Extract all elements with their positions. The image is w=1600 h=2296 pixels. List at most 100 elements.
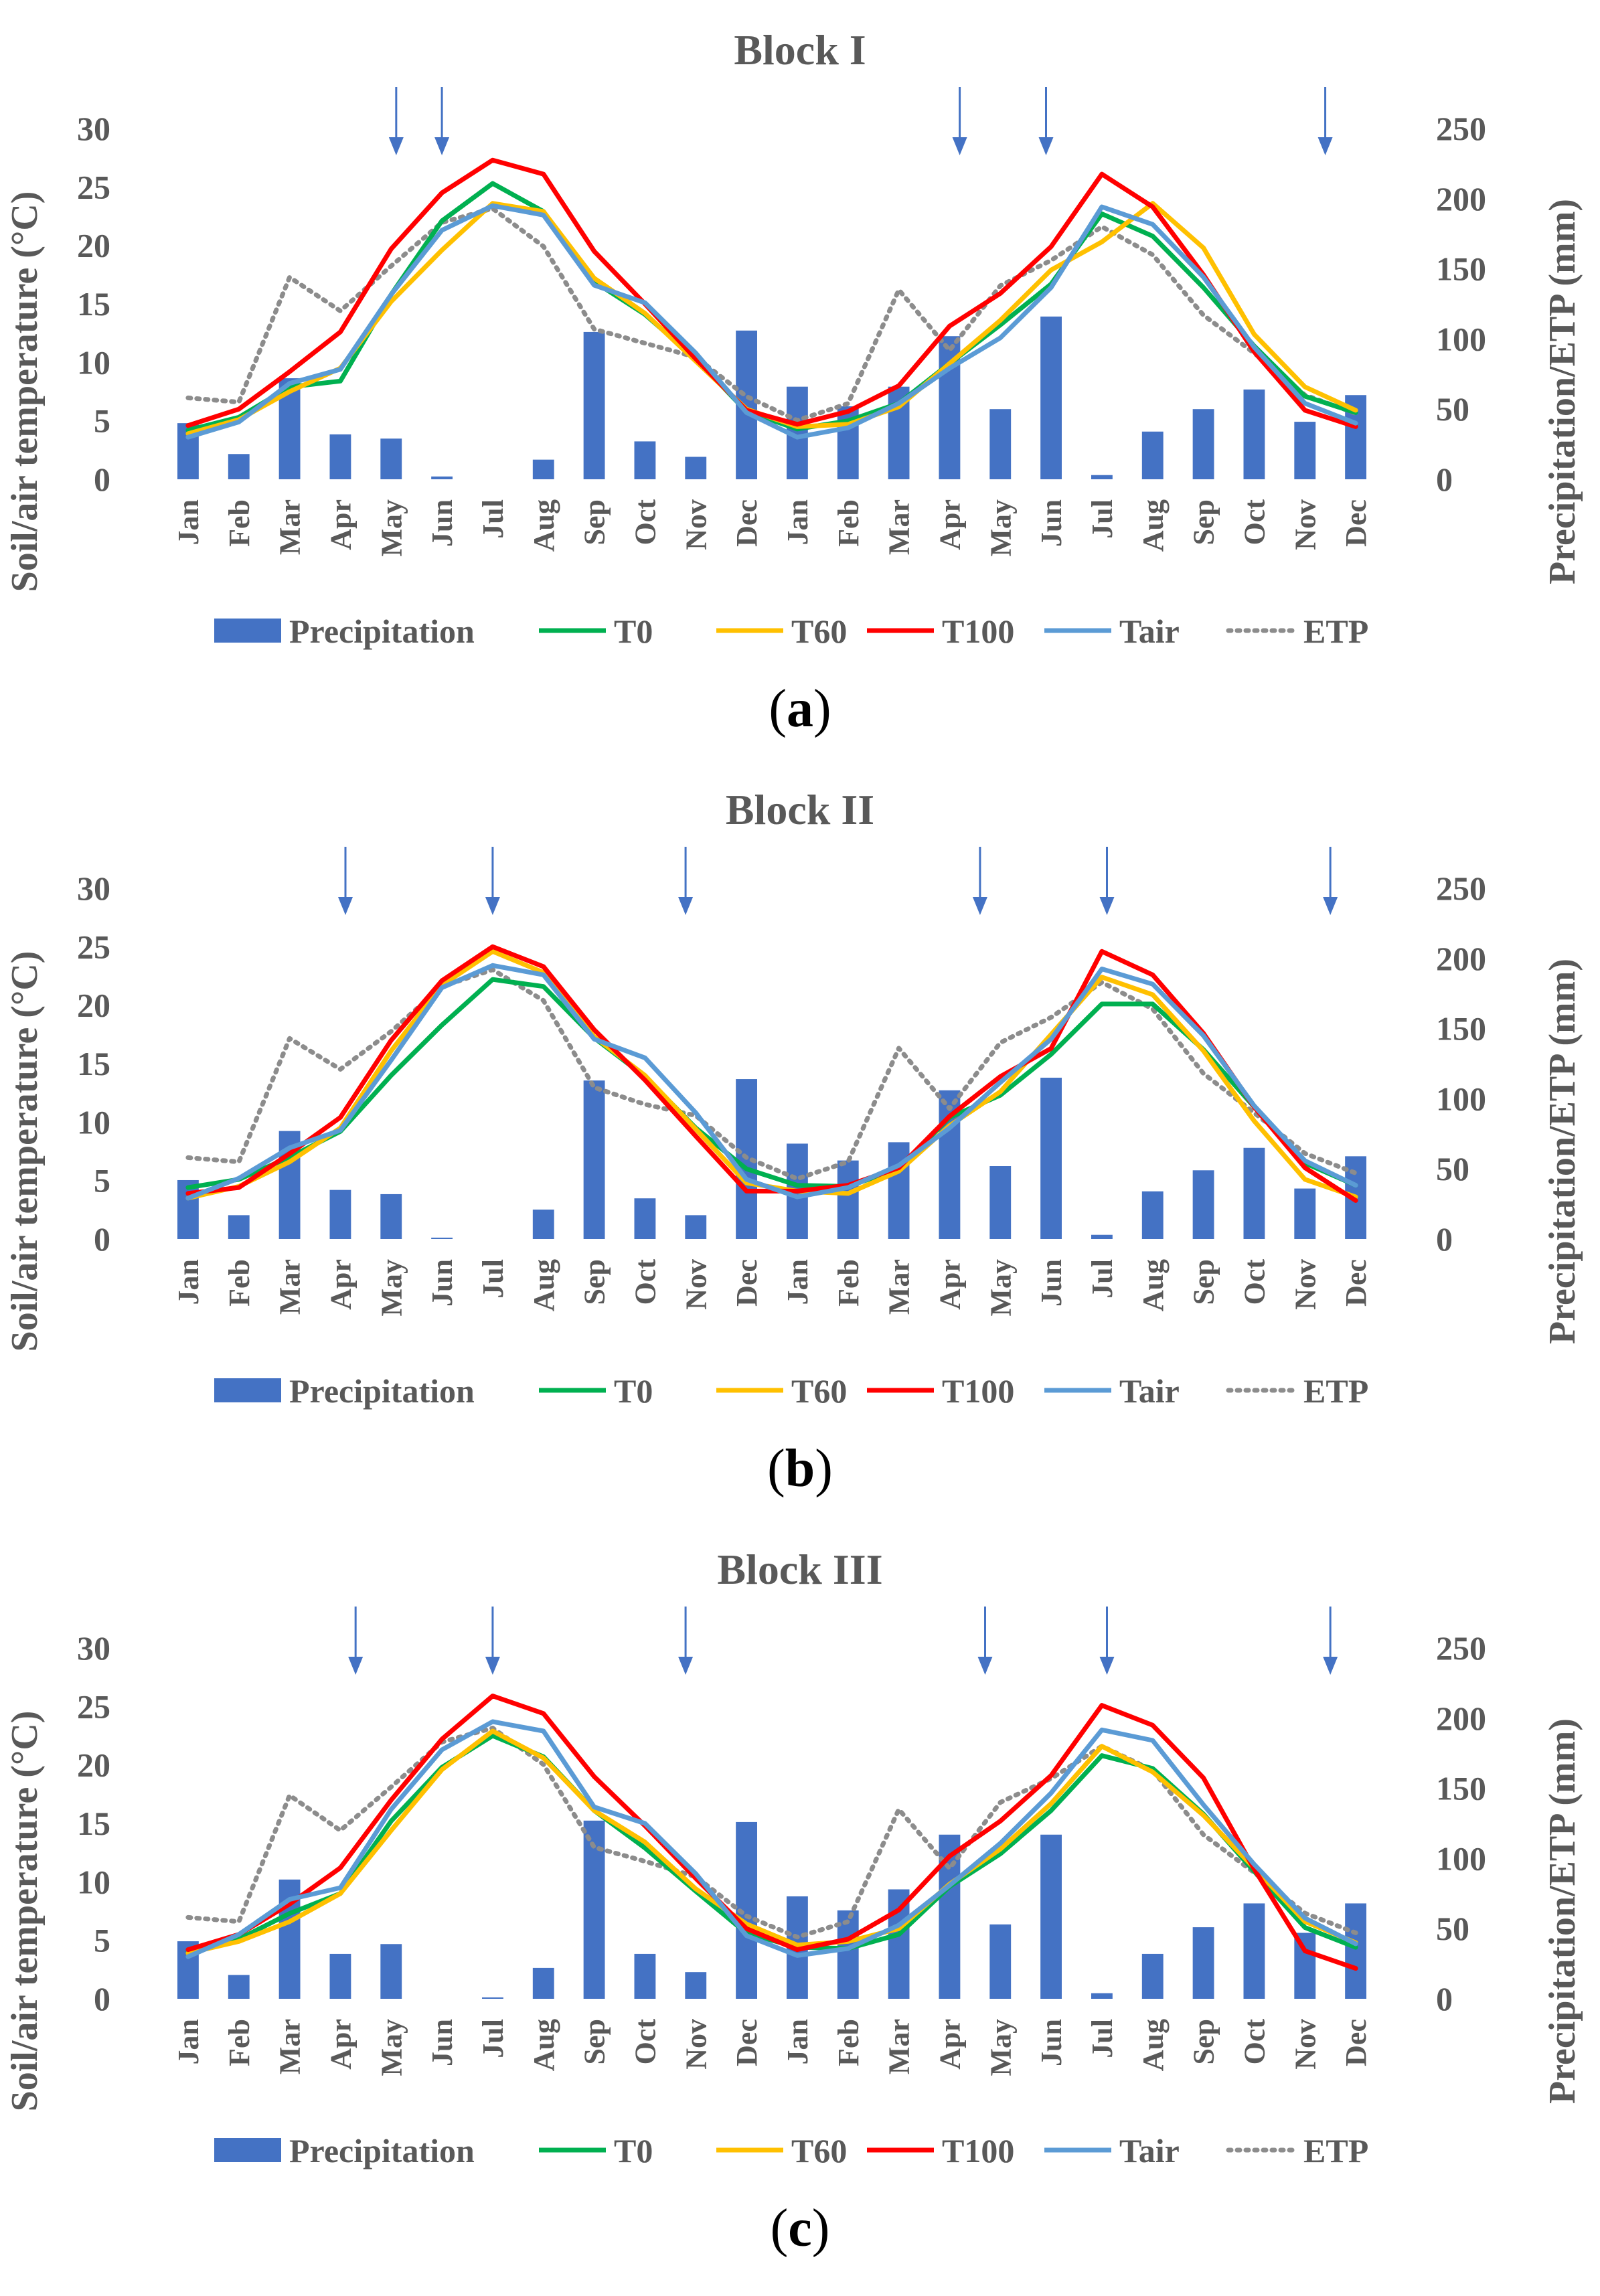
legend-label: ETP [1303,1372,1368,1410]
arrow-head [485,1657,500,1675]
caption-open: ( [769,679,787,738]
precipitation-bar [583,1080,605,1239]
x-tick-label: Nov [679,2019,712,2070]
legend: Precipitation T0 T60 T100 Tair ETP [214,612,1368,650]
precipitation-bar [380,1194,402,1239]
x-tick-label: May [375,499,408,557]
x-tick-label: Mar [883,499,916,555]
legend-label: Precipitation [289,2132,475,2169]
legend-label: ETP [1303,2132,1368,2169]
precipitation-bar [634,1953,656,1999]
precipitation-bar [228,1975,250,1999]
y-tick-right: 0 [1436,461,1453,498]
y-tick-left: 10 [77,1863,110,1900]
arrow-head [338,897,353,915]
precipitation-bar [1294,1188,1316,1239]
precipitation-bar [329,1953,351,1999]
x-tick-label: Jun [426,1259,459,1307]
arrow-head [1323,1657,1338,1675]
precipitation-bar [1294,1933,1316,1999]
y-tick-right: 50 [1436,1150,1469,1187]
x-tick-label: Feb [832,499,865,547]
x-tick-label: May [984,499,1017,557]
legend-item: Tair [1044,2132,1180,2169]
arrow-head [485,897,500,915]
x-tick-label: Jul [477,499,509,539]
x-tick-label: Jan [172,2019,205,2064]
x-tick-label: Jun [426,499,459,547]
x-tick-label: Jan [172,499,205,545]
x-tick-label: Jul [1086,499,1119,539]
y-tick-right: 0 [1436,1220,1453,1258]
x-tick-label: Feb [223,2019,256,2066]
y-tick-left: 5 [94,1162,110,1200]
x-tick-label: Nov [679,1259,712,1310]
x-tick-label: Dec [1340,1259,1372,1307]
x-tick-label: Dec [730,1259,763,1307]
legend-label: T100 [942,612,1014,650]
sampling-arrow [1323,1607,1338,1675]
chart-title: Block I [734,26,866,74]
x-tick-label: Jun [426,2019,459,2066]
precipitation-bar [228,454,250,479]
x-tick-label: Jul [1086,2019,1119,2058]
legend-label: T60 [791,2132,847,2169]
caption-open: ( [771,2199,789,2258]
panel-caption: (a) [769,679,831,738]
precipitation-bar [1141,1953,1164,1999]
sampling-arrow [972,847,987,915]
y-tick-left: 15 [77,1805,110,1842]
x-tick-label: Jan [172,1259,205,1305]
legend-item: ETP [1226,1372,1368,1410]
y-tick-right: 100 [1436,1080,1486,1117]
legend-item: ETP [1226,2132,1368,2169]
x-tick-label: Oct [1238,1259,1271,1305]
x-tick-label: Jan [781,2019,814,2064]
y-tick-right: 250 [1436,870,1486,907]
arrow-head [1099,897,1115,915]
precipitation-bar [685,1215,707,1239]
y-tick-left: 20 [77,987,110,1024]
x-tick-label: Feb [223,499,256,547]
panel-caption: (b) [767,1439,833,1498]
x-tick-label: Mar [274,499,307,555]
x-tick-label: Nov [1289,1259,1322,1310]
x-tick-label: Apr [324,1259,357,1310]
sampling-arrow [977,1607,993,1675]
x-tick-label: Oct [1238,2019,1271,2065]
x-tick-label: Mar [274,1259,307,1315]
precipitation-bar [532,1209,554,1239]
x-tick-label: Dec [730,2019,763,2066]
y-tick-left: 15 [77,1045,110,1082]
series-line-tair [185,203,1358,440]
arrow-head [952,137,967,155]
series-line-t60 [185,1728,1358,1956]
x-tick-label: Jun [1035,499,1068,547]
precipitation-bar [1294,422,1316,479]
x-tick-label: Jun [1035,1259,1068,1307]
x-tick-label: Aug [528,499,560,552]
arrow-head [972,897,987,915]
x-tick-label: Oct [1238,499,1271,546]
x-tick-label: Dec [1340,499,1372,547]
legend-item: T0 [539,612,653,650]
precipitation-bar [329,1190,351,1239]
legend-item: Precipitation [214,2132,475,2169]
y-tick-left: 30 [77,110,110,147]
precipitation-bar [1091,475,1113,479]
precipitation-bar [481,1997,503,1999]
x-tick-label: Jul [477,1259,509,1299]
precipitation-bar [380,1944,402,1999]
series-line-t0 [185,181,1358,433]
precipitation-bar [989,1924,1012,1999]
x-tick-label: Jul [477,2019,509,2058]
precipitation-bar [888,1889,910,1999]
arrow-head [678,1657,694,1675]
legend-item: T60 [716,2132,847,2169]
y-tick-left: 5 [94,1922,110,1959]
legend-item: Precipitation [214,612,475,650]
x-tick-label: Sep [578,499,611,545]
precipitation-bar [888,1142,910,1239]
